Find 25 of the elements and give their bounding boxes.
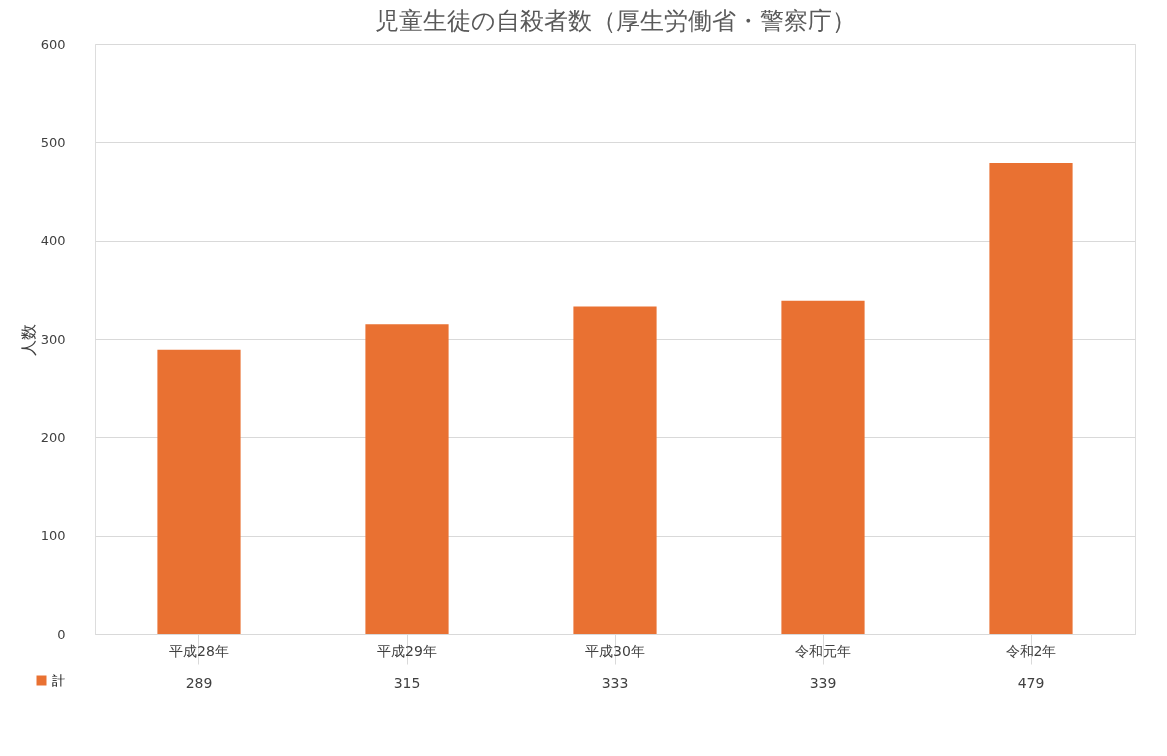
data-label: 333: [601, 675, 629, 691]
y-axis-title: 人数: [18, 323, 38, 356]
data-label: 479: [1017, 675, 1045, 691]
x-tick-label: 平成28年: [169, 642, 229, 659]
y-tick-label: 600: [40, 36, 66, 52]
bar: [573, 306, 657, 634]
y-tick-label: 200: [40, 429, 66, 445]
data-label: 289: [185, 675, 213, 691]
x-tick-label: 平成29年: [377, 642, 437, 659]
x-tick-label: 平成30年: [585, 642, 645, 659]
bar: [781, 300, 865, 634]
y-tick-label: 500: [40, 134, 66, 150]
y-tick-label: 400: [40, 233, 66, 249]
data-label: 315: [393, 675, 421, 691]
bar: [989, 162, 1073, 634]
bar: [157, 349, 241, 634]
y-tick-label: 300: [40, 331, 66, 347]
x-tick-label: 令和元年: [795, 642, 851, 659]
data-label: 339: [809, 675, 837, 691]
y-tick-label: 0: [57, 626, 66, 642]
y-tick-label: 100: [40, 528, 66, 544]
legend-label: 計: [52, 672, 65, 688]
chart-title: 児童生徒の自殺者数（厚生労働省・警察庁）: [374, 7, 856, 35]
x-tick-label: 令和2年: [1005, 642, 1057, 659]
bar: [365, 324, 449, 634]
